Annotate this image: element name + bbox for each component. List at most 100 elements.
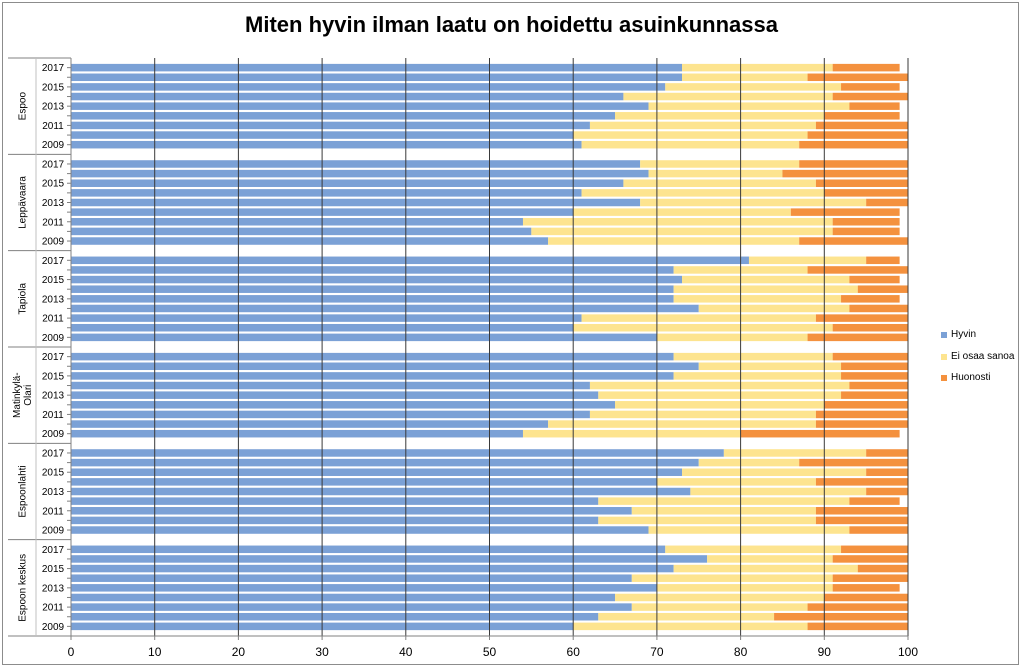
bar-matinkyl-olari-2017-ei-osaa-sanoa [673, 352, 833, 361]
year-label-espoonlahti-2015: 2015 [42, 468, 65, 479]
bar-espoonlahti-2011-hyvin [71, 507, 632, 515]
bar-lepp-vaara-2011-ei-osaa-sanoa [522, 218, 833, 226]
year-label-espoo-2013: 2013 [42, 102, 65, 113]
x-tick-label-80: 80 [734, 645, 748, 659]
year-label-espoo-2015: 2015 [42, 82, 65, 93]
bar-espoo-2017-ei-osaa-sanoa [682, 63, 833, 72]
year-label-lepp-vaara-2017: 2017 [42, 159, 65, 170]
bar-matinkyl-olari-2015-ei-osaa-sanoa [673, 372, 842, 380]
x-tick-label-40: 40 [399, 645, 413, 659]
bar-espoon-keskus-2009-ei-osaa-sanoa [573, 622, 808, 631]
year-label-tapiola-2017: 2017 [42, 256, 65, 267]
bar-tapiola-2017-hyvin [71, 256, 749, 265]
bar-tapiola-2010-ei-osaa-sanoa [573, 323, 833, 332]
bar-matinkyl-olari-2013-huonosti [841, 391, 908, 399]
bar-espoon-keskus-2014-huonosti [832, 574, 908, 582]
bar-espoo-2012-ei-osaa-sanoa [615, 112, 825, 120]
group-label-espoon-keskus: Espoon keskus [18, 554, 29, 622]
bar-espoo-2013-ei-osaa-sanoa [648, 102, 850, 110]
bar-lepp-vaara-2015-huonosti [815, 179, 908, 187]
bar-lepp-vaara-2010-ei-osaa-sanoa [531, 227, 833, 236]
bar-tapiola-2017-huonosti [866, 256, 900, 265]
year-label-lepp-vaara-2009: 2009 [42, 237, 65, 248]
bar-espoo-2011-ei-osaa-sanoa [589, 121, 816, 130]
bar-espoo-2009-ei-osaa-sanoa [581, 140, 800, 149]
bar-espoonlahti-2009-ei-osaa-sanoa [648, 526, 850, 534]
bar-tapiola-2016-huonosti [807, 266, 908, 274]
bar-matinkyl-olari-2016-huonosti [841, 362, 908, 371]
year-label-matinkyl-olari-2011: 2011 [42, 410, 64, 421]
bar-tapiola-2015-hyvin [71, 275, 683, 284]
bar-tapiola-2014-ei-osaa-sanoa [673, 285, 858, 293]
bar-espoon-keskus-2015-ei-osaa-sanoa [673, 564, 858, 573]
bar-lepp-vaara-2016-huonosti [782, 169, 908, 178]
bar-lepp-vaara-2009-huonosti [799, 237, 908, 245]
bar-espoonlahti-2015-huonosti [866, 468, 908, 476]
bar-espoonlahti-2016-hyvin [71, 458, 699, 467]
year-label-espoo-2017: 2017 [42, 63, 65, 74]
bar-matinkyl-olari-2011-hyvin [71, 410, 590, 419]
bar-matinkyl-olari-2016-hyvin [71, 362, 699, 371]
x-tick-label-10: 10 [148, 645, 162, 659]
bar-espoo-2017-huonosti [832, 63, 900, 72]
group-label-espoonlahti: Espoonlahti [18, 465, 29, 517]
bar-espoo-2011-hyvin [71, 121, 590, 130]
x-tick-label-0: 0 [68, 645, 75, 659]
bar-tapiola-2015-huonosti [849, 275, 900, 284]
bar-espoonlahti-2013-huonosti [866, 487, 908, 496]
bar-espoon-keskus-2013-hyvin [71, 584, 657, 592]
bar-espoonlahti-2017-huonosti [866, 449, 908, 457]
bar-lepp-vaara-2013-ei-osaa-sanoa [640, 198, 867, 207]
group-label-tapiola: Tapiola [18, 283, 29, 315]
bar-espoonlahti-2017-ei-osaa-sanoa [723, 449, 867, 457]
bar-espoon-keskus-2014-ei-osaa-sanoa [631, 574, 833, 582]
bar-matinkyl-olari-2017-huonosti [832, 352, 908, 361]
bar-espoo-2014-huonosti [832, 92, 908, 101]
year-label-matinkyl-olari-2015: 2015 [42, 371, 65, 382]
bar-tapiola-2016-hyvin [71, 266, 674, 274]
bar-lepp-vaara-2014-huonosti [824, 189, 908, 197]
x-tick-label-90: 90 [818, 645, 832, 659]
bar-matinkyl-olari-2012-hyvin [71, 401, 616, 409]
bar-lepp-vaara-2017-ei-osaa-sanoa [640, 160, 800, 168]
year-label-espoonlahti-2017: 2017 [42, 448, 65, 459]
bar-espoo-2014-hyvin [71, 92, 624, 101]
bar-espoonlahti-2014-ei-osaa-sanoa [656, 478, 816, 486]
bar-espoon-keskus-2012-huonosti [824, 593, 908, 602]
bar-espoon-keskus-2013-huonosti [832, 584, 900, 592]
bar-lepp-vaara-2009-hyvin [71, 237, 549, 245]
legend-swatch-hyvin [941, 331, 947, 338]
x-tick-label-50: 50 [483, 645, 497, 659]
bar-espoo-2010-huonosti [807, 131, 908, 139]
bar-matinkyl-olari-2017-hyvin [71, 352, 674, 361]
year-label-tapiola-2013: 2013 [42, 294, 65, 305]
year-label-espoon-keskus-2015: 2015 [42, 564, 65, 575]
bar-matinkyl-olari-2012-ei-osaa-sanoa [615, 401, 825, 409]
bar-espoon-keskus-2014-hyvin [71, 574, 632, 582]
bar-espoo-2010-ei-osaa-sanoa [573, 131, 808, 139]
bar-espoon-keskus-2013-ei-osaa-sanoa [656, 584, 833, 592]
bar-matinkyl-olari-2012-huonosti [824, 401, 908, 409]
bar-espoonlahti-2013-ei-osaa-sanoa [690, 487, 867, 496]
bar-lepp-vaara-2010-huonosti [832, 227, 900, 236]
bar-espoon-keskus-2011-hyvin [71, 603, 632, 611]
bar-matinkyl-olari-2010-huonosti [815, 420, 908, 428]
bar-espoo-2014-ei-osaa-sanoa [623, 92, 833, 101]
year-label-lepp-vaara-2013: 2013 [42, 198, 65, 209]
bar-lepp-vaara-2016-hyvin [71, 169, 649, 178]
year-label-espoo-2011: 2011 [42, 121, 64, 132]
bar-espoonlahti-2010-hyvin [71, 516, 599, 525]
x-tick-label-70: 70 [650, 645, 664, 659]
bar-matinkyl-olari-2009-ei-osaa-sanoa [522, 429, 741, 438]
bar-espoon-keskus-2017-ei-osaa-sanoa [665, 545, 842, 554]
bar-espoonlahti-2009-huonosti [849, 526, 908, 534]
x-tick-label-20: 20 [232, 645, 246, 659]
bar-tapiola-2011-ei-osaa-sanoa [581, 314, 816, 322]
bar-espoon-keskus-2017-huonosti [841, 545, 908, 554]
bar-espoon-keskus-2015-huonosti [857, 564, 908, 573]
x-tick-label-30: 30 [315, 645, 329, 659]
bar-espoon-keskus-2009-huonosti [807, 622, 908, 631]
legend-label-ei-osaa-sanoa: Ei osaa sanoa [951, 351, 1015, 362]
bar-espoo-2016-ei-osaa-sanoa [682, 73, 808, 82]
